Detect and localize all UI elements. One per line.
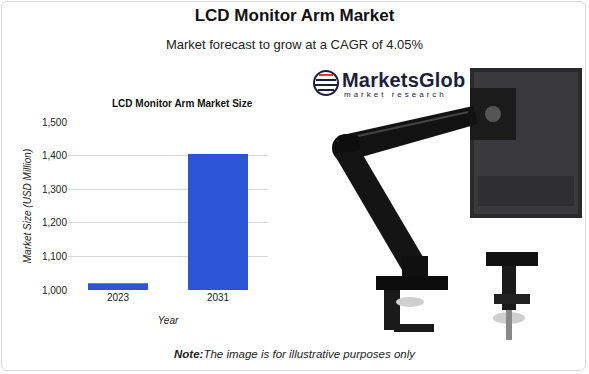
svg-text:1,000: 1,000	[42, 285, 67, 296]
html-text:Note: The image is for illustr: Note: The image is for illustrative purp…	[174, 348, 415, 360]
svg-text:1,400: 1,400	[42, 150, 67, 161]
svg-text:1,500: 1,500	[42, 117, 67, 128]
html-text:MarketsGlob: MarketsGlob	[342, 69, 466, 91]
svg-text:Year: Year	[158, 315, 179, 326]
svg-text:1,200: 1,200	[42, 217, 67, 228]
html-text:LCD Monitor Arm Market: LCD Monitor Arm Market	[194, 6, 395, 25]
svg-text:1,100: 1,100	[42, 251, 67, 262]
svg-text:LCD Monitor Arm Market Size: LCD Monitor Arm Market Size	[112, 98, 253, 109]
svg-text:1,300: 1,300	[42, 184, 67, 195]
svg-text:2031: 2031	[207, 292, 230, 303]
svg-text:2023: 2023	[107, 292, 130, 303]
svg-text:Market Size (USD Million): Market Size (USD Million)	[22, 149, 33, 263]
html-text:market research: market research	[344, 90, 447, 99]
html-text:Market forecast to grow at a C: Market forecast to grow at a CAGR of 4.0…	[165, 37, 424, 52]
